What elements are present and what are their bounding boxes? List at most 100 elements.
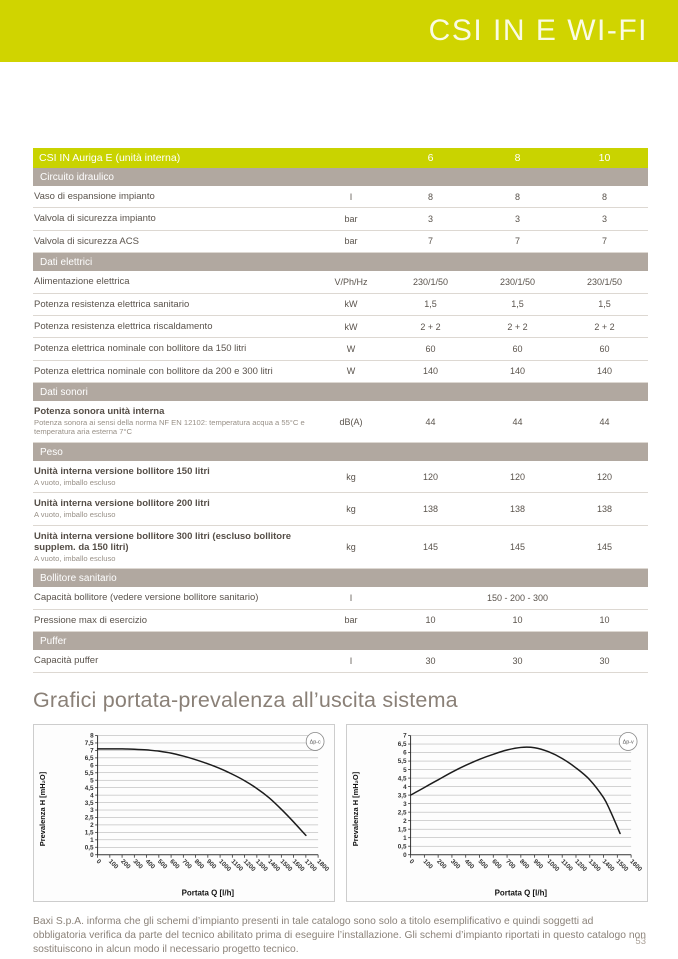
svg-text:1500: 1500 bbox=[614, 858, 629, 873]
page-banner: CSI IN E WI-FI bbox=[0, 0, 678, 62]
svg-text:6,5: 6,5 bbox=[398, 741, 407, 748]
row-unit: l bbox=[350, 593, 352, 604]
table-section-dati-elettrici: Dati elettrici bbox=[33, 253, 648, 272]
row-value: 1,5 bbox=[424, 299, 437, 310]
svg-text:1600: 1600 bbox=[291, 858, 306, 873]
row-value: 8 bbox=[427, 191, 433, 202]
row-value: 2 + 2 bbox=[594, 321, 615, 332]
svg-text:1800: 1800 bbox=[315, 858, 330, 873]
svg-text:0: 0 bbox=[95, 858, 103, 866]
table-section-circuito-idraulico: Circuito idraulico bbox=[33, 168, 648, 186]
spec-table-title: CSI IN Auriga E (unità interna) bbox=[39, 152, 181, 164]
svg-text:1,5: 1,5 bbox=[398, 826, 407, 833]
row-unit: W bbox=[346, 344, 356, 355]
row-label: Valvola di sicurezza ACS bbox=[34, 235, 139, 247]
row-unit: bar bbox=[344, 214, 358, 225]
svg-text:500: 500 bbox=[477, 858, 490, 871]
svg-text:1400: 1400 bbox=[601, 858, 616, 873]
column-header-10: 10 bbox=[598, 152, 611, 164]
svg-text:4,5: 4,5 bbox=[398, 775, 407, 782]
row-value: 7 bbox=[514, 236, 520, 247]
table-row: Capacità bollitore (vedere versione boll… bbox=[33, 587, 648, 610]
svg-text:0,5: 0,5 bbox=[85, 844, 94, 851]
svg-text:2: 2 bbox=[90, 822, 94, 829]
row-value: 120 bbox=[509, 471, 526, 482]
row-label: Vaso di espansione impianto bbox=[34, 191, 155, 202]
svg-text:900: 900 bbox=[532, 858, 545, 871]
charts-row: 0 0,5 1 1,5 2 2,5 3 3,5 4 4,5 5 5,5 6 6,5 7 7,5 8 0 100 200… bbox=[33, 723, 648, 902]
table-section-dati-sonori: Dati sonori bbox=[33, 383, 648, 402]
row-unit: l bbox=[350, 191, 352, 202]
svg-text:1600: 1600 bbox=[628, 858, 643, 873]
row-value: 145 bbox=[596, 542, 613, 553]
banner-title: CSI IN E WI-FI bbox=[428, 14, 648, 47]
svg-text:0: 0 bbox=[408, 858, 416, 866]
svg-text:1200: 1200 bbox=[573, 858, 588, 873]
svg-text:1100: 1100 bbox=[559, 858, 574, 873]
table-section-peso: Peso bbox=[33, 443, 648, 462]
spec-table-body: Circuito idraulico Vaso di espansione imp… bbox=[33, 168, 648, 673]
svg-text:800: 800 bbox=[518, 858, 531, 871]
flow-head-chart-dp-c: 00,511,522,533,544,555,566,577,58 0 100 200… bbox=[38, 731, 330, 897]
table-row: Valvola di sicurezza ACS bar 7 7 7 bbox=[33, 231, 648, 254]
svg-text:300: 300 bbox=[131, 858, 144, 871]
table-row: Capacità puffer l 30 30 30 bbox=[33, 650, 648, 673]
row-value: 3 bbox=[514, 214, 520, 225]
svg-text:500: 500 bbox=[156, 858, 169, 871]
svg-text:Portata Q [l/h]: Portata Q [l/h] bbox=[495, 888, 548, 897]
page-number: 53 bbox=[635, 936, 646, 947]
flow-head-chart-dp-v: 00,511,522,533,544,555,566,570 100 200 300 4… bbox=[351, 731, 643, 897]
svg-text:0,5: 0,5 bbox=[398, 843, 407, 850]
svg-text:Δp-v: Δp-v bbox=[623, 739, 634, 745]
table-row: Alimentazione elettrica V/Ph/Hz 230/1/50 23… bbox=[33, 271, 648, 294]
svg-text:300: 300 bbox=[449, 858, 462, 871]
row-unit: kg bbox=[346, 471, 356, 482]
row-value: 230/1/50 bbox=[586, 276, 623, 287]
row-value: 120 bbox=[596, 471, 613, 482]
svg-text:5,5: 5,5 bbox=[398, 758, 407, 765]
svg-text:4: 4 bbox=[403, 783, 407, 790]
table-section-bollitore-sanitario: Bollitore sanitario bbox=[33, 569, 648, 588]
row-value: 60 bbox=[599, 344, 610, 355]
svg-text:1000: 1000 bbox=[546, 858, 561, 873]
svg-text:3,5: 3,5 bbox=[398, 792, 407, 799]
row-unit: kg bbox=[346, 504, 356, 515]
svg-text:4,5: 4,5 bbox=[85, 784, 94, 791]
row-sublabel: Potenza sonora ai sensi della norma NF E… bbox=[34, 417, 305, 437]
row-value: 10 bbox=[512, 615, 523, 626]
row-value: 145 bbox=[509, 542, 526, 553]
svg-text:3: 3 bbox=[403, 800, 407, 807]
row-value: 3 bbox=[427, 214, 433, 225]
row-value: 10 bbox=[599, 615, 610, 626]
row-value: 44 bbox=[512, 416, 523, 427]
row-value: 138 bbox=[596, 504, 613, 515]
column-header-8: 8 bbox=[514, 152, 521, 164]
table-section-puffer: Puffer bbox=[33, 632, 648, 651]
svg-text:6,5: 6,5 bbox=[85, 755, 94, 762]
row-label: Alimentazione elettrica bbox=[34, 276, 130, 288]
svg-text:5,5: 5,5 bbox=[85, 770, 94, 777]
row-unit: dB(A) bbox=[339, 416, 363, 427]
table-row: Potenza sonora unità interna Potenza sono… bbox=[33, 401, 648, 444]
svg-text:1300: 1300 bbox=[254, 858, 269, 873]
row-value: 140 bbox=[596, 366, 613, 377]
row-label: Unità interna versione bollitore 300 lit… bbox=[33, 531, 315, 564]
row-value: 138 bbox=[509, 504, 526, 515]
row-value: 140 bbox=[422, 366, 439, 377]
row-label: Valvola di sicurezza impianto bbox=[34, 213, 156, 225]
svg-text:1100: 1100 bbox=[229, 858, 244, 873]
svg-text:7,5: 7,5 bbox=[85, 740, 94, 747]
svg-text:700: 700 bbox=[180, 858, 193, 871]
row-value: 230/1/50 bbox=[412, 276, 449, 287]
row-value: 140 bbox=[509, 366, 526, 377]
svg-text:Prevalenza H [mH₂O]: Prevalenza H [mH₂O] bbox=[351, 771, 360, 846]
row-value: 10 bbox=[425, 615, 436, 626]
row-unit: kW bbox=[344, 299, 358, 310]
row-value: 30 bbox=[425, 655, 436, 666]
row-value: 30 bbox=[599, 655, 610, 666]
svg-text:2,5: 2,5 bbox=[85, 814, 94, 821]
row-value: 138 bbox=[422, 504, 439, 515]
svg-text:400: 400 bbox=[463, 858, 476, 871]
svg-text:100: 100 bbox=[107, 858, 120, 871]
